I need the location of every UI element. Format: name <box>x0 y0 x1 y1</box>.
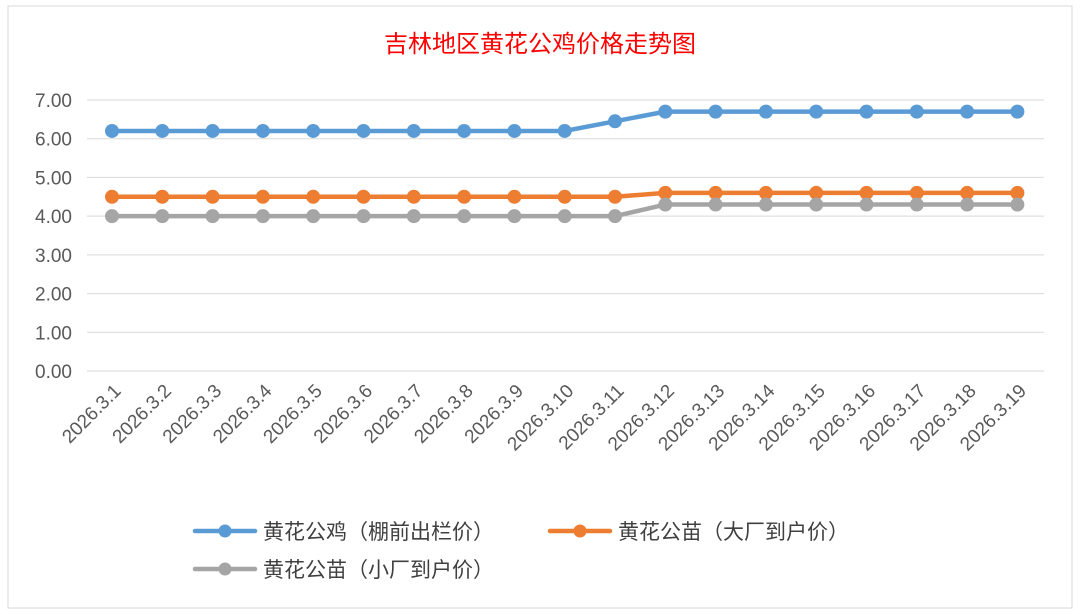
legend: 黄花公鸡（棚前出栏价） 黄花公苗（大厂到户价） 黄花公苗（小厂到户价） <box>192 520 849 582</box>
y-tick-label: 4.00 <box>35 207 72 228</box>
data-point <box>356 189 371 204</box>
data-point <box>758 185 773 200</box>
data-point <box>406 123 421 138</box>
data-point <box>758 197 773 212</box>
data-point <box>909 197 924 212</box>
data-point <box>608 209 622 224</box>
data-point <box>406 209 421 224</box>
data-point <box>105 123 119 138</box>
data-point <box>658 104 673 119</box>
data-point <box>708 197 723 212</box>
data-point <box>909 185 924 200</box>
data-point <box>859 185 874 200</box>
legend-marker <box>218 562 232 576</box>
legend-label: 黄花公苗（大厂到户价） <box>618 520 849 544</box>
legend-item: 黄花公苗（小厂到户价） <box>192 558 494 582</box>
data-point <box>909 104 924 119</box>
legend-label: 黄花公鸡（棚前出栏价） <box>263 520 494 544</box>
data-point <box>306 189 321 204</box>
data-point <box>557 189 572 204</box>
data-point <box>205 123 220 138</box>
series-1 <box>105 104 1025 138</box>
y-tick-label: 3.00 <box>35 246 72 267</box>
data-point <box>155 189 170 204</box>
data-point <box>859 197 874 212</box>
series-lines <box>105 104 1025 224</box>
data-point <box>758 104 773 119</box>
data-point <box>1010 185 1025 200</box>
data-point <box>255 209 270 224</box>
data-point <box>457 189 472 204</box>
y-tick-label: 0.00 <box>35 362 72 383</box>
data-point <box>809 197 824 212</box>
data-point <box>356 209 371 224</box>
data-point <box>708 104 723 119</box>
data-point <box>557 209 572 224</box>
chart-border <box>7 5 1073 609</box>
data-point <box>557 123 572 138</box>
data-point <box>960 104 975 119</box>
y-axis-tick-labels: 0.00 1.00 2.00 3.00 4.00 5.00 6.00 7.00 <box>35 91 72 383</box>
y-tick-label: 7.00 <box>35 91 72 112</box>
data-point <box>658 197 673 212</box>
data-point <box>457 123 472 138</box>
y-tick-label: 1.00 <box>35 323 72 344</box>
legend-label: 黄花公苗（小厂到户价） <box>263 558 494 582</box>
data-point <box>155 209 170 224</box>
data-point <box>105 209 119 224</box>
y-tick-label: 6.00 <box>35 130 72 151</box>
data-point <box>457 209 472 224</box>
series-3 <box>105 197 1025 224</box>
legend-item: 黄花公鸡（棚前出栏价） <box>192 520 494 544</box>
data-point <box>507 123 522 138</box>
data-point <box>105 189 119 204</box>
y-tick-label: 2.00 <box>35 285 72 306</box>
data-point <box>507 209 522 224</box>
data-point <box>809 185 824 200</box>
series-2 <box>105 185 1025 204</box>
y-tick-label: 5.00 <box>35 168 72 189</box>
data-point <box>859 104 874 119</box>
data-point <box>1010 197 1025 212</box>
data-point <box>608 189 622 204</box>
legend-marker <box>218 524 232 538</box>
data-point <box>708 185 723 200</box>
data-point <box>356 123 371 138</box>
data-point <box>608 114 622 129</box>
data-point <box>205 209 220 224</box>
data-point <box>1010 104 1025 119</box>
chart-title: 吉林地区黄花公鸡价格走势图 <box>384 30 696 58</box>
data-point <box>155 123 170 138</box>
data-point <box>960 185 975 200</box>
data-point <box>255 123 270 138</box>
data-point <box>406 189 421 204</box>
data-point <box>205 189 220 204</box>
data-point <box>809 104 824 119</box>
data-point <box>507 189 522 204</box>
data-point <box>306 209 321 224</box>
legend-item: 黄花公苗（大厂到户价） <box>547 520 849 544</box>
data-point <box>255 189 270 204</box>
data-point <box>960 197 975 212</box>
data-point <box>658 185 673 200</box>
legend-marker <box>573 524 587 538</box>
data-point <box>306 123 321 138</box>
